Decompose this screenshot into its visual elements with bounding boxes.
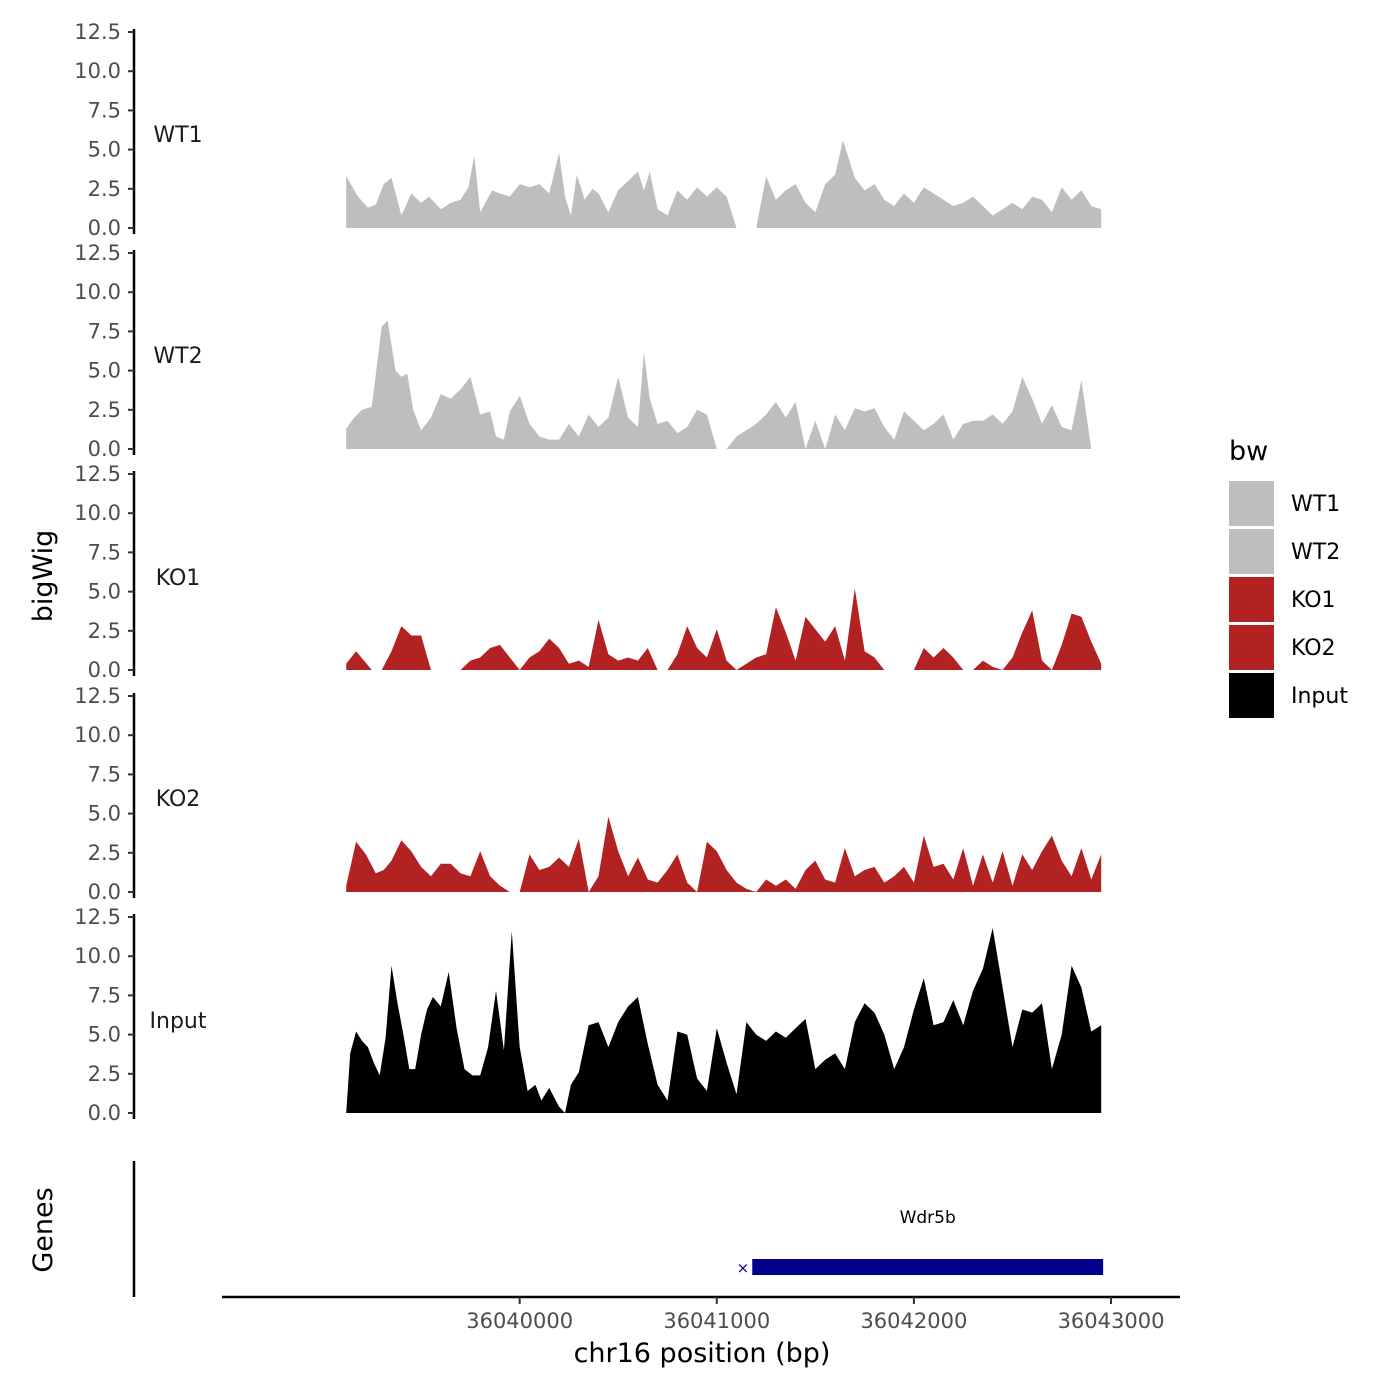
legend-title: bw: [1229, 436, 1268, 467]
y-tick-label: 10.0: [74, 723, 121, 747]
coverage-area-ko1: [346, 588, 1102, 670]
legend-key-ko1: [1229, 577, 1274, 622]
x-tick-label: 36042000: [860, 1309, 967, 1333]
legend-key-ko2: [1229, 625, 1274, 670]
track-label: Input: [150, 1009, 207, 1034]
y-tick-label: 12.5: [74, 20, 121, 44]
y-tick-label: 5.0: [88, 359, 121, 383]
genes-track: × Wdr5b: [132, 1161, 1104, 1297]
legend-label-wt1: WT1: [1291, 492, 1340, 517]
y-tick-label: 5.0: [88, 802, 121, 826]
y-tick-label: 0.0: [88, 1101, 121, 1125]
y-tick-label: 5.0: [88, 1023, 121, 1047]
y-tick-label: 12.5: [74, 905, 121, 929]
track-label: KO1: [156, 566, 201, 591]
y-tick-label: 0.0: [88, 437, 121, 461]
track-input: 0.0 2.5 5.0 7.5 10.0 12.5 Input: [74, 905, 1102, 1125]
genes-axis-title: Genes: [28, 1187, 59, 1272]
track-wt1: 0.0 2.5 5.0 7.5 10.0 12.5 WT1: [74, 20, 1102, 240]
y-tick-label: 7.5: [88, 983, 121, 1007]
y-tick-label: 7.5: [88, 762, 121, 786]
y-tick-label: 10.0: [74, 501, 121, 525]
y-axis-title: bigWig: [28, 530, 59, 623]
y-tick-label: 5.0: [88, 580, 121, 604]
y-tick-label: 10.0: [74, 944, 121, 968]
y-tick-label: 10.0: [74, 59, 121, 83]
legend-label-input: Input: [1291, 684, 1348, 709]
track-ko1: 0.0 2.5 5.0 7.5 10.0 12.5 KO1: [74, 462, 1102, 682]
track-label: WT1: [153, 123, 202, 148]
y-tick-label: 12.5: [74, 462, 121, 486]
x-axis-title: chr16 position (bp): [574, 1338, 831, 1369]
track-label: WT2: [153, 344, 202, 369]
track-wt2: 0.0 2.5 5.0 7.5 10.0 12.5 WT2: [74, 241, 1102, 461]
gene-body: [752, 1259, 1104, 1275]
x-tick-label: 36041000: [663, 1309, 770, 1333]
y-tick-label: 0.0: [88, 216, 121, 240]
legend-label-wt2: WT2: [1291, 540, 1340, 565]
track-ko2: 0.0 2.5 5.0 7.5 10.0 12.5 KO2: [74, 684, 1102, 904]
y-tick-label: 2.5: [88, 619, 121, 643]
x-tick-label: 36040000: [466, 1309, 573, 1333]
coverage-area-ko2: [346, 816, 1102, 892]
track-label: KO2: [156, 787, 201, 812]
y-tick-label: 0.0: [88, 880, 121, 904]
y-tick-label: 7.5: [88, 319, 121, 343]
y-tick-label: 0.0: [88, 658, 121, 682]
legend-key-wt1: [1229, 481, 1274, 526]
y-tick-label: 2.5: [88, 841, 121, 865]
gene-start-marker: ×: [737, 1259, 750, 1277]
legend-label-ko1: KO1: [1291, 588, 1336, 613]
y-tick-label: 10.0: [74, 280, 121, 304]
legend-key-wt2: [1229, 529, 1274, 574]
coverage-tracks: 0.0 2.5 5.0 7.5 10.0 12.5 WT1 0.0 2.5 5.0 7.5 10.0 1…: [74, 20, 1102, 1125]
y-tick-label: 2.5: [88, 177, 121, 201]
y-tick-label: 2.5: [88, 1062, 121, 1086]
legend: bw WT1 WT2 KO1 KO2 Input: [1229, 436, 1348, 718]
legend-label-ko2: KO2: [1291, 636, 1336, 661]
y-tick-label: 7.5: [88, 540, 121, 564]
coverage-area-wt1: [346, 140, 1102, 228]
coverage-area-wt2: [346, 320, 1102, 449]
y-tick-label: 2.5: [88, 398, 121, 422]
y-tick-label: 7.5: [88, 98, 121, 122]
x-tick-label: 36043000: [1058, 1309, 1165, 1333]
y-tick-label: 12.5: [74, 241, 121, 265]
legend-key-input: [1229, 673, 1274, 718]
coverage-area-input: [346, 928, 1102, 1113]
x-axis: 36040000 36041000 36042000 36043000: [222, 1295, 1180, 1333]
y-tick-label: 12.5: [74, 684, 121, 708]
gene-label: Wdr5b: [900, 1208, 956, 1228]
y-tick-label: 5.0: [88, 138, 121, 162]
